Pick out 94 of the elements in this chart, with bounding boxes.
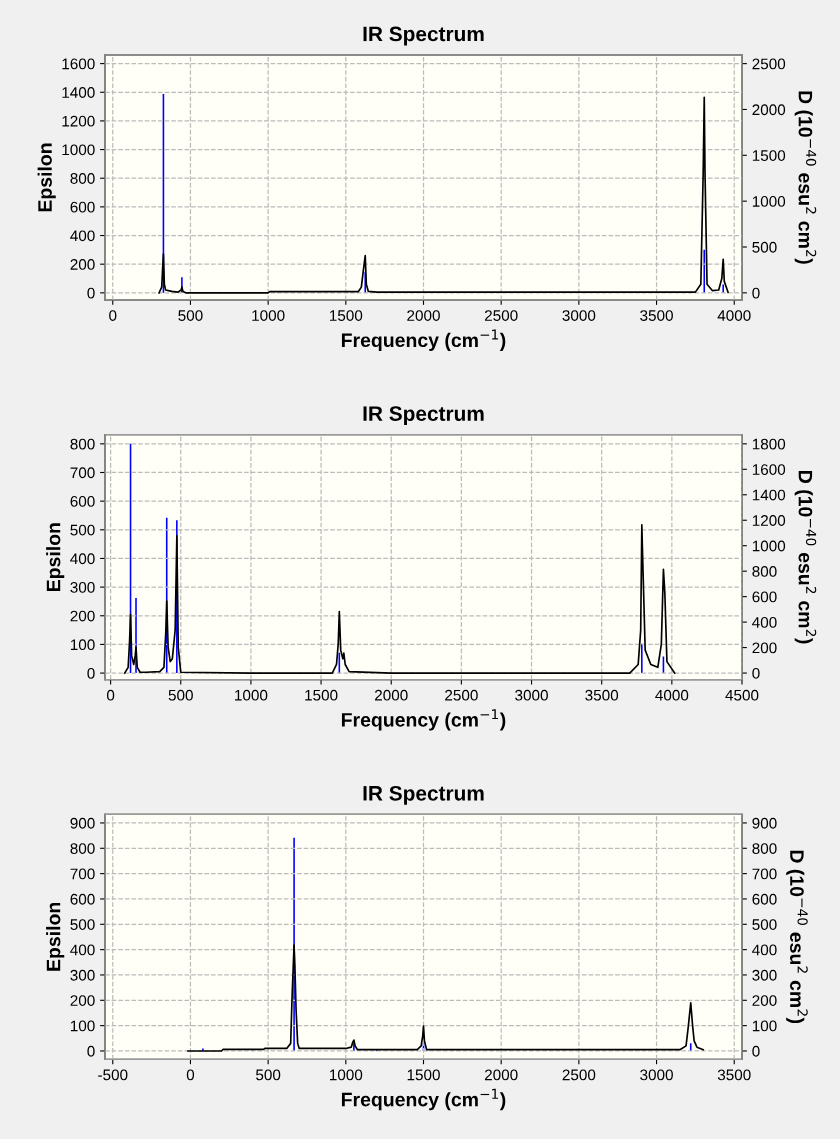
y-tick-label: 0 <box>87 667 95 679</box>
x-tick-label: -500 <box>98 1069 128 1081</box>
y2-tick-label: 500 <box>752 241 777 253</box>
x-tick-label: 1500 <box>329 310 363 321</box>
y2-tick-label: 1200 <box>752 515 786 526</box>
y-tick-label: 1400 <box>62 87 95 98</box>
y2-tick-label: 0 <box>752 287 760 299</box>
chart-title: IR Spectrum <box>363 406 484 426</box>
x-tick-label: 1000 <box>235 689 268 701</box>
y-axis-title: Epsilon <box>46 902 65 971</box>
y-axis-title: Epsilon <box>46 523 65 591</box>
y2-tick-label: 2500 <box>752 58 786 70</box>
y2-tick-label: 1000 <box>752 196 786 207</box>
y-tick-label: 800 <box>70 173 95 184</box>
x-tick-label: 4000 <box>655 689 689 701</box>
chart-title: IR Spectrum <box>363 785 484 805</box>
x-tick-label: 500 <box>168 689 193 701</box>
y-tick-label: 200 <box>70 610 95 622</box>
x-tick-label: 2000 <box>407 310 440 321</box>
y2-tick-label: 0 <box>752 667 760 679</box>
y-tick-label: 200 <box>70 995 95 1006</box>
y-tick-label: 900 <box>70 817 95 829</box>
y-tick-label: 800 <box>70 438 95 450</box>
y-tick-label: 100 <box>70 1020 95 1032</box>
y-tick-label: 500 <box>70 919 95 930</box>
y2-tick-label: 1000 <box>752 540 786 552</box>
y-tick-label: 0 <box>87 1045 95 1057</box>
y2-tick-label: 0 <box>752 1045 760 1057</box>
y-tick-label: 400 <box>70 553 95 565</box>
y-tick-label: 1600 <box>62 58 95 70</box>
y2-tick-label: 600 <box>752 591 777 603</box>
y2-tick-label: 800 <box>752 566 777 577</box>
y-tick-label: 700 <box>70 868 95 880</box>
y-tick-label: 100 <box>70 639 95 651</box>
x-tick-label: 500 <box>178 310 203 321</box>
y2-axis-title: D (10$^{−40}$ esu$^{2}$ cm$^{2}$) <box>794 471 817 644</box>
y2-tick-label: 800 <box>752 843 777 854</box>
y2-tick-label: 100 <box>752 1020 777 1032</box>
x-tick-label: 1000 <box>252 310 285 321</box>
x-tick-label: 3500 <box>585 689 619 701</box>
y2-tick-label: 1600 <box>752 464 786 475</box>
y-tick-label: 400 <box>70 230 95 242</box>
x-axis-title: Frequency (cm$^{−1}$) <box>341 709 506 731</box>
y-tick-label: 200 <box>70 259 95 270</box>
x-tick-label: 2500 <box>484 310 518 321</box>
y2-tick-label: 400 <box>752 616 777 628</box>
chart-title: IR Spectrum <box>363 26 484 46</box>
y2-tick-label: 700 <box>752 868 777 880</box>
x-tick-label: 0 <box>106 689 115 701</box>
x-tick-label: 3000 <box>515 689 548 701</box>
y-tick-label: 0 <box>87 287 95 299</box>
x-tick-label: 2500 <box>445 689 478 701</box>
x-tick-label: 3000 <box>562 310 596 321</box>
y2-tick-label: 1500 <box>752 150 786 161</box>
y2-axis-title: D (10$^{−40}$ esu$^{2}$ cm$^{2}$) <box>794 91 817 264</box>
y-tick-label: 300 <box>70 969 95 981</box>
y2-tick-label: 500 <box>752 919 777 930</box>
y2-tick-label: 400 <box>752 944 777 956</box>
x-tick-label: 4500 <box>725 689 759 701</box>
x-tick-label: 1000 <box>329 1069 363 1081</box>
x-axis-title: Frequency (cm$^{−1}$) <box>341 329 506 351</box>
x-tick-label: 2000 <box>484 1069 518 1081</box>
x-tick-label: 0 <box>186 1069 195 1081</box>
x-tick-label: 1500 <box>305 689 338 701</box>
x-tick-label: 3500 <box>640 310 673 321</box>
x-tick-label: 3500 <box>717 1069 751 1081</box>
y-tick-label: 500 <box>70 524 95 536</box>
x-tick-label: 500 <box>256 1069 281 1081</box>
y-tick-label: 400 <box>70 944 95 956</box>
y2-tick-label: 900 <box>752 817 777 829</box>
y2-tick-label: 300 <box>752 969 777 981</box>
y2-tick-label: 200 <box>752 642 777 654</box>
y2-axis-title: D (10$^{−40}$ esu$^{2}$ cm$^{2}$) <box>786 850 808 1024</box>
y-tick-label: 600 <box>70 201 95 213</box>
y-tick-label: 1200 <box>62 115 95 127</box>
y-tick-label: 800 <box>70 843 95 854</box>
y-tick-label: 300 <box>70 581 95 593</box>
x-tick-label: 0 <box>109 310 117 321</box>
y2-tick-label: 1800 <box>752 438 786 450</box>
y2-tick-label: 2000 <box>752 104 786 116</box>
y2-tick-label: 1400 <box>752 489 786 501</box>
y-tick-label: 600 <box>70 893 95 905</box>
y-tick-label: 600 <box>70 496 95 507</box>
y-tick-label: 1000 <box>62 144 95 156</box>
x-tick-label: 2000 <box>375 689 408 701</box>
y2-tick-label: 200 <box>752 995 777 1006</box>
y-axis-title: Epsilon <box>37 143 56 212</box>
x-tick-label: 1500 <box>407 1069 440 1081</box>
x-tick-label: 4000 <box>717 310 751 321</box>
y2-tick-label: 600 <box>752 893 777 905</box>
x-axis-title: Frequency (cm$^{−1}$) <box>341 1088 506 1111</box>
x-tick-label: 3000 <box>640 1069 673 1081</box>
x-tick-label: 2500 <box>562 1069 596 1081</box>
y-tick-label: 700 <box>70 467 95 479</box>
